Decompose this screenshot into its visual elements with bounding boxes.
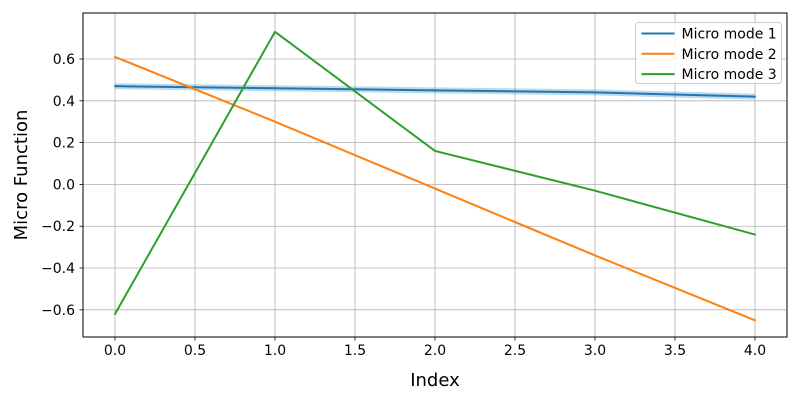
x-axis-label: Index <box>410 370 460 391</box>
y-tick-label: −0.2 <box>41 219 75 235</box>
x-tick-label: 3.0 <box>584 343 606 359</box>
legend-entry-label: Micro mode 2 <box>682 47 777 63</box>
x-tick-label: 4.0 <box>744 343 766 359</box>
x-tick-label: 0.5 <box>184 343 206 359</box>
series-line-micro-mode-3 <box>114 30 756 316</box>
y-tick-label: −0.4 <box>41 261 75 277</box>
series-layer <box>114 30 756 322</box>
x-tick-label: 1.0 <box>264 343 286 359</box>
y-tick-label: 0.2 <box>53 136 75 152</box>
legend-entry-label: Micro mode 1 <box>682 27 777 43</box>
y-tick-label: 0.4 <box>53 94 75 110</box>
y-tick-label: 0.6 <box>53 52 75 68</box>
legend-box <box>635 22 782 84</box>
x-tick-label: 2.0 <box>424 343 446 359</box>
tick-layer: 0.0 0.5 1.0 1.5 2.0 2.5 3.0 3.5 4.0 −0.6 −0.4 −0.2 0… <box>41 52 766 359</box>
legend: Micro mode 1 Micro mode 2 Micro mode 3 <box>635 22 782 84</box>
y-axis-label: Micro Function <box>11 110 32 241</box>
x-tick-label: 2.5 <box>504 343 526 359</box>
y-tick-label: −0.6 <box>41 303 75 319</box>
x-tick-label: 1.5 <box>344 343 366 359</box>
x-tick-label: 0.0 <box>104 343 126 359</box>
series-line-micro-mode-2 <box>114 55 756 322</box>
grid-layer <box>83 13 787 337</box>
series-line-micro-mode-1 <box>114 85 756 98</box>
legend-entry-label: Micro mode 3 <box>682 67 777 83</box>
y-tick-label: 0.0 <box>53 177 75 193</box>
x-tick-label: 3.5 <box>664 343 686 359</box>
